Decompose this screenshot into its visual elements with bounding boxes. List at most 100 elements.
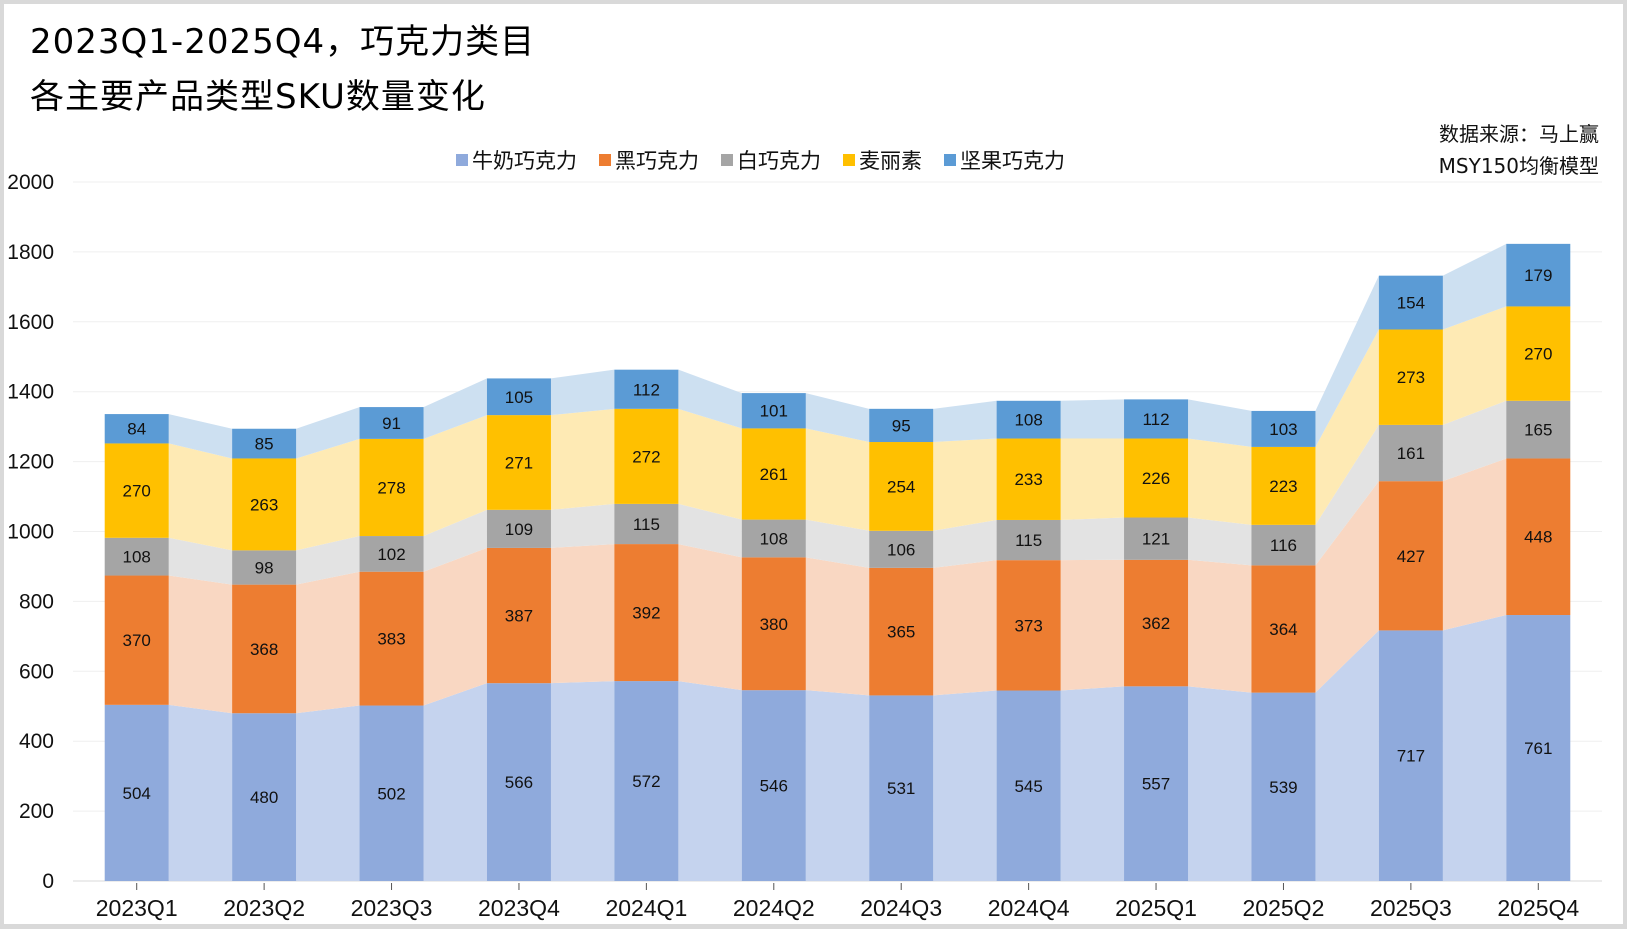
data-label: 116 bbox=[1270, 536, 1297, 555]
connector-band bbox=[1315, 481, 1379, 693]
connector-band bbox=[550, 544, 615, 684]
bar-segment bbox=[359, 571, 424, 706]
connector-band bbox=[1188, 517, 1252, 566]
connector-band bbox=[168, 537, 233, 585]
chart-title-line2: 各主要产品类型SKU数量变化 bbox=[30, 77, 486, 117]
data-label: 545 bbox=[1014, 777, 1042, 796]
connector-band bbox=[1188, 399, 1252, 447]
data-label: 112 bbox=[633, 380, 660, 399]
data-label: 272 bbox=[632, 447, 660, 466]
bar-segment bbox=[104, 414, 169, 444]
connector-band bbox=[168, 575, 233, 714]
connector-band bbox=[805, 690, 870, 881]
data-label: 105 bbox=[505, 388, 533, 407]
bar-segment bbox=[869, 408, 934, 443]
bar-segment bbox=[1378, 329, 1443, 425]
connector-band bbox=[933, 690, 997, 881]
connector-band bbox=[1060, 399, 1125, 439]
connector-band bbox=[1060, 438, 1125, 520]
bar-segment bbox=[614, 369, 679, 409]
connector-band bbox=[1060, 517, 1125, 561]
data-label: 362 bbox=[1142, 614, 1170, 633]
x-tick-label: 2025Q2 bbox=[1243, 895, 1325, 921]
connector-band bbox=[168, 443, 233, 551]
bar-segment bbox=[1378, 481, 1443, 631]
legend-item-white: 白巧克力 bbox=[721, 145, 821, 175]
legend-swatch-icon bbox=[843, 154, 855, 166]
data-label: 115 bbox=[1015, 531, 1042, 550]
chart-title-line1: 2023Q1-2025Q4，巧克力类目 bbox=[30, 22, 536, 62]
connector-band bbox=[423, 378, 487, 439]
bar-segment bbox=[1378, 275, 1443, 330]
connector-band bbox=[678, 503, 742, 558]
data-label: 154 bbox=[1397, 294, 1425, 313]
bar-segment bbox=[104, 704, 169, 881]
connector-band bbox=[1188, 559, 1252, 693]
bar-segment bbox=[1251, 410, 1316, 447]
bar-segment bbox=[486, 683, 551, 881]
connector-band bbox=[168, 704, 233, 881]
bar-segment bbox=[232, 458, 297, 551]
connector-band bbox=[1315, 275, 1379, 447]
bar-segment bbox=[996, 519, 1061, 561]
x-tick-label: 2025Q4 bbox=[1497, 895, 1579, 921]
connector-band bbox=[1315, 630, 1379, 881]
y-tick-label: 600 bbox=[19, 660, 54, 683]
connector-band bbox=[168, 414, 233, 459]
data-label: 261 bbox=[760, 465, 788, 484]
bar-segment bbox=[104, 443, 169, 538]
connector-band bbox=[805, 428, 870, 531]
bar-segment bbox=[1124, 686, 1189, 881]
data-label: 226 bbox=[1142, 469, 1170, 488]
bar-segment bbox=[1124, 559, 1189, 687]
data-label: 112 bbox=[1142, 410, 1169, 429]
y-tick-label: 200 bbox=[19, 800, 54, 823]
bar-segment bbox=[1251, 565, 1316, 693]
data-label: 271 bbox=[505, 453, 533, 472]
data-label: 108 bbox=[1014, 411, 1042, 430]
source-line1: 数据来源：马上赢 bbox=[1439, 122, 1599, 146]
connector-band bbox=[296, 407, 360, 459]
connector-band bbox=[805, 519, 870, 568]
bar-segment bbox=[104, 575, 169, 705]
data-label: 566 bbox=[505, 773, 533, 792]
bar-segment bbox=[1251, 446, 1316, 525]
data-label: 546 bbox=[760, 777, 788, 796]
source-line2: MSY150均衡模型 bbox=[1438, 154, 1599, 178]
x-tick-label: 2025Q1 bbox=[1115, 895, 1197, 921]
data-label: 108 bbox=[760, 529, 788, 548]
data-label: 504 bbox=[123, 784, 151, 803]
connector-band bbox=[1442, 306, 1507, 425]
bar-segment bbox=[486, 509, 551, 548]
x-tick-label: 2023Q4 bbox=[478, 895, 560, 921]
connector-band bbox=[1442, 458, 1507, 631]
y-tick-label: 1000 bbox=[7, 521, 54, 544]
bar-segment bbox=[869, 695, 934, 881]
data-label: 270 bbox=[123, 482, 151, 501]
data-label: 557 bbox=[1142, 775, 1170, 794]
data-label: 254 bbox=[887, 477, 915, 496]
bar-segment bbox=[1506, 400, 1571, 459]
data-label: 84 bbox=[127, 420, 146, 439]
connector-band bbox=[678, 544, 742, 691]
x-tick-label: 2024Q4 bbox=[988, 895, 1070, 921]
bar-segment bbox=[486, 415, 551, 510]
connector-band bbox=[678, 681, 742, 881]
data-label: 270 bbox=[1524, 345, 1552, 364]
bar-segment bbox=[869, 567, 934, 696]
data-label: 95 bbox=[892, 416, 911, 435]
connector-band bbox=[933, 519, 997, 568]
data-label: 263 bbox=[250, 495, 278, 514]
data-label: 98 bbox=[255, 558, 274, 577]
data-label: 539 bbox=[1269, 778, 1297, 797]
data-label: 91 bbox=[382, 414, 401, 433]
data-label: 387 bbox=[505, 607, 533, 626]
bar-segment bbox=[1378, 630, 1443, 881]
bar-segment bbox=[1251, 692, 1316, 881]
connector-band bbox=[933, 560, 997, 696]
bar-segment bbox=[741, 557, 806, 691]
bar-segment bbox=[1506, 458, 1571, 616]
data-label: 383 bbox=[377, 630, 405, 649]
bar-segment bbox=[104, 537, 169, 576]
data-label: 364 bbox=[1269, 620, 1297, 639]
